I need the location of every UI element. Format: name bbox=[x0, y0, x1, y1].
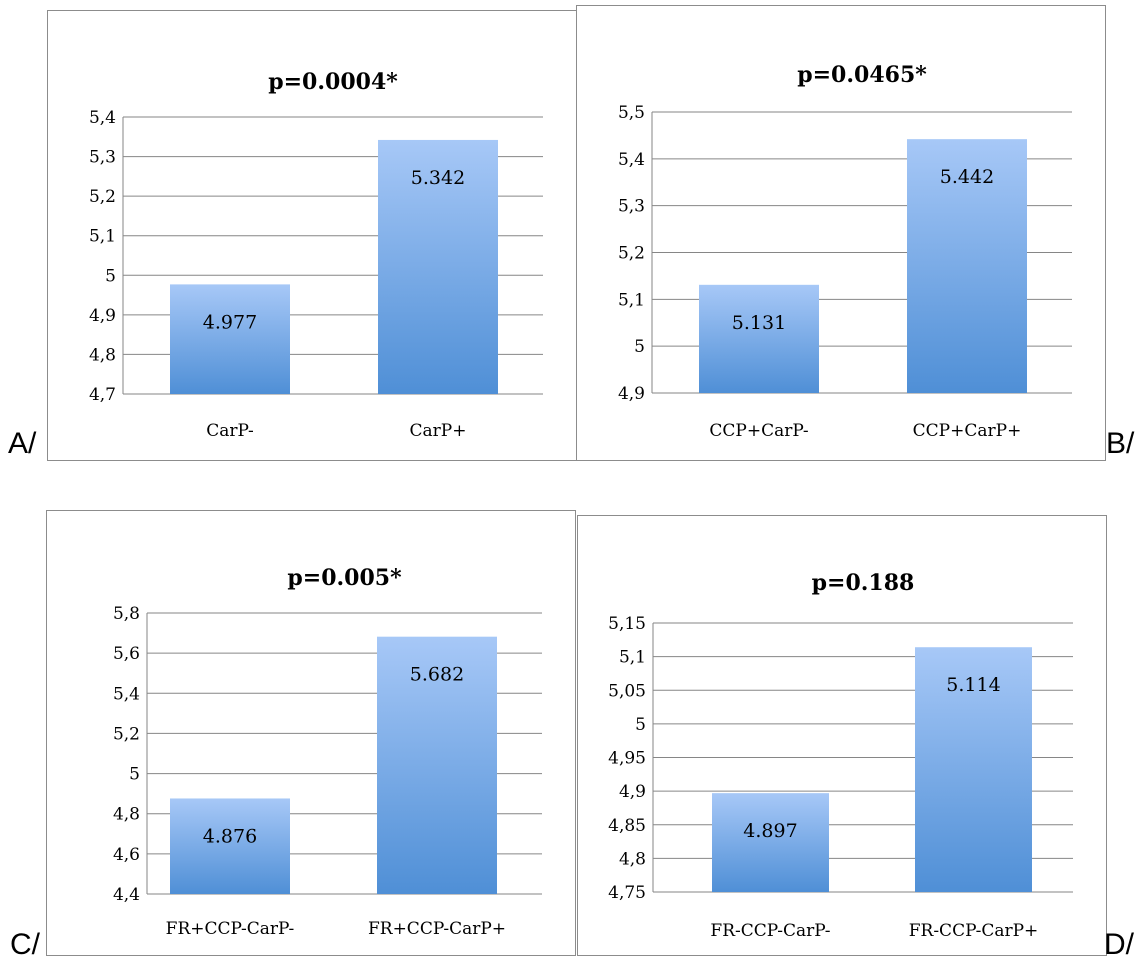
bar-1 bbox=[712, 793, 829, 892]
chart-title-d: p=0.188 bbox=[812, 570, 915, 596]
chart-panel-a: 4,7 4,8 4,9 5 5,1 5,2 5,3 5,4 p=0.0004* 4.977 CarP… bbox=[47, 10, 577, 461]
bar-2 bbox=[907, 139, 1027, 393]
bar-1 bbox=[699, 284, 819, 393]
chart-title-a: p=0.0004* bbox=[268, 69, 398, 95]
category-label-1: FR-CCP-CarP- bbox=[710, 921, 830, 941]
y-tick-label: 5,1 bbox=[89, 227, 116, 247]
y-tick-label: 5 bbox=[105, 266, 116, 286]
y-tick-label: 4,95 bbox=[608, 749, 646, 769]
panel-letter-b: B/ bbox=[1106, 427, 1135, 460]
y-tick-label: 4,9 bbox=[619, 782, 646, 802]
y-tick-label: 4,9 bbox=[89, 306, 116, 326]
bar-1 bbox=[170, 798, 290, 894]
category-label-1: CCP+CarP- bbox=[709, 421, 808, 441]
y-tick-label: 5,2 bbox=[113, 724, 140, 744]
y-tick-label: 5,2 bbox=[618, 244, 645, 264]
chart-panel-c: 4,4 4,6 4,8 5 5,2 5,4 5,6 5,8 p=0.005* 4.876 FR+CC… bbox=[46, 510, 576, 956]
y-tick-label: 5,4 bbox=[89, 108, 116, 128]
y-tick-label: 4,4 bbox=[113, 885, 140, 905]
data-label-2: 5.682 bbox=[410, 664, 464, 686]
chart-title-c: p=0.005* bbox=[287, 565, 402, 591]
y-tick-label: 5,8 bbox=[113, 604, 140, 624]
y-tick-label: 5 bbox=[634, 337, 645, 357]
bar-2 bbox=[377, 636, 497, 894]
y-tick-label: 5 bbox=[635, 715, 646, 735]
data-label-2: 5.342 bbox=[411, 167, 465, 189]
data-label-1: 4.897 bbox=[743, 820, 797, 842]
panel-letter-d: D/ bbox=[1104, 928, 1134, 961]
y-tick-label: 5,4 bbox=[113, 684, 140, 704]
chart-svg-a: 4,7 4,8 4,9 5 5,1 5,2 5,3 5,4 p=0.0004* 4.977 CarP… bbox=[89, 69, 543, 441]
chart-panel-d: 4,75 4,8 4,85 4,9 4,95 5 5,05 5,1 5,15 p=0.188 4.8… bbox=[577, 515, 1107, 956]
y-tick-label: 5,05 bbox=[608, 681, 646, 701]
y-tick-label: 4,8 bbox=[113, 805, 140, 825]
category-label-2: CarP+ bbox=[410, 421, 467, 441]
y-tick-label: 5,3 bbox=[89, 148, 116, 168]
category-label-1: CarP- bbox=[206, 421, 254, 441]
panel-letter-c: C/ bbox=[10, 928, 40, 961]
chart-svg-d: 4,75 4,8 4,85 4,9 4,95 5 5,05 5,1 5,15 p=0.188 4.8… bbox=[608, 570, 1073, 941]
chart-svg-b: 4,9 5 5,1 5,2 5,3 5,4 5,5 p=0.0465* 5.131 CCP+Car… bbox=[618, 62, 1072, 441]
y-tick-label: 4,6 bbox=[113, 845, 140, 865]
category-label-2: CCP+CarP+ bbox=[913, 421, 1022, 441]
y-tick-label: 4,8 bbox=[619, 849, 646, 869]
chart-title-b: p=0.0465* bbox=[797, 62, 927, 88]
y-tick-label: 4,75 bbox=[608, 883, 646, 903]
y-tick-label: 4,8 bbox=[89, 345, 116, 365]
data-label-2: 5.114 bbox=[946, 674, 1000, 696]
data-label-1: 5.131 bbox=[732, 312, 786, 334]
bar-2 bbox=[915, 647, 1032, 892]
y-tick-label: 5,1 bbox=[619, 648, 646, 668]
data-label-1: 4.876 bbox=[203, 825, 257, 847]
y-tick-label: 4,9 bbox=[618, 384, 645, 404]
category-label-2: FR+CCP-CarP+ bbox=[368, 919, 506, 939]
y-tick-label: 5,2 bbox=[89, 187, 116, 207]
y-tick-label: 5,1 bbox=[618, 290, 645, 310]
y-tick-label: 4,85 bbox=[608, 816, 646, 836]
data-label-2: 5.442 bbox=[940, 166, 994, 188]
y-tick-label: 5,15 bbox=[608, 614, 646, 634]
data-label-1: 4.977 bbox=[203, 311, 257, 333]
y-tick-label: 5,3 bbox=[618, 197, 645, 217]
bar-1 bbox=[170, 284, 290, 394]
y-tick-label: 5,5 bbox=[618, 103, 645, 123]
panel-letter-a: A/ bbox=[8, 427, 37, 460]
y-tick-label: 5,4 bbox=[618, 150, 645, 170]
category-label-2: FR-CCP-CarP+ bbox=[909, 921, 1039, 941]
bar-2 bbox=[378, 139, 498, 394]
chart-svg-c: 4,4 4,6 4,8 5 5,2 5,4 5,6 5,8 p=0.005* 4.876 FR+CC… bbox=[113, 565, 542, 939]
y-tick-label: 5 bbox=[129, 765, 140, 785]
category-label-1: FR+CCP-CarP- bbox=[166, 919, 295, 939]
y-tick-label: 4,7 bbox=[89, 385, 116, 405]
y-tick-label: 5,6 bbox=[113, 644, 140, 664]
chart-panel-b: 4,9 5 5,1 5,2 5,3 5,4 5,5 p=0.0465* 5.131 CCP+Car… bbox=[576, 5, 1106, 461]
